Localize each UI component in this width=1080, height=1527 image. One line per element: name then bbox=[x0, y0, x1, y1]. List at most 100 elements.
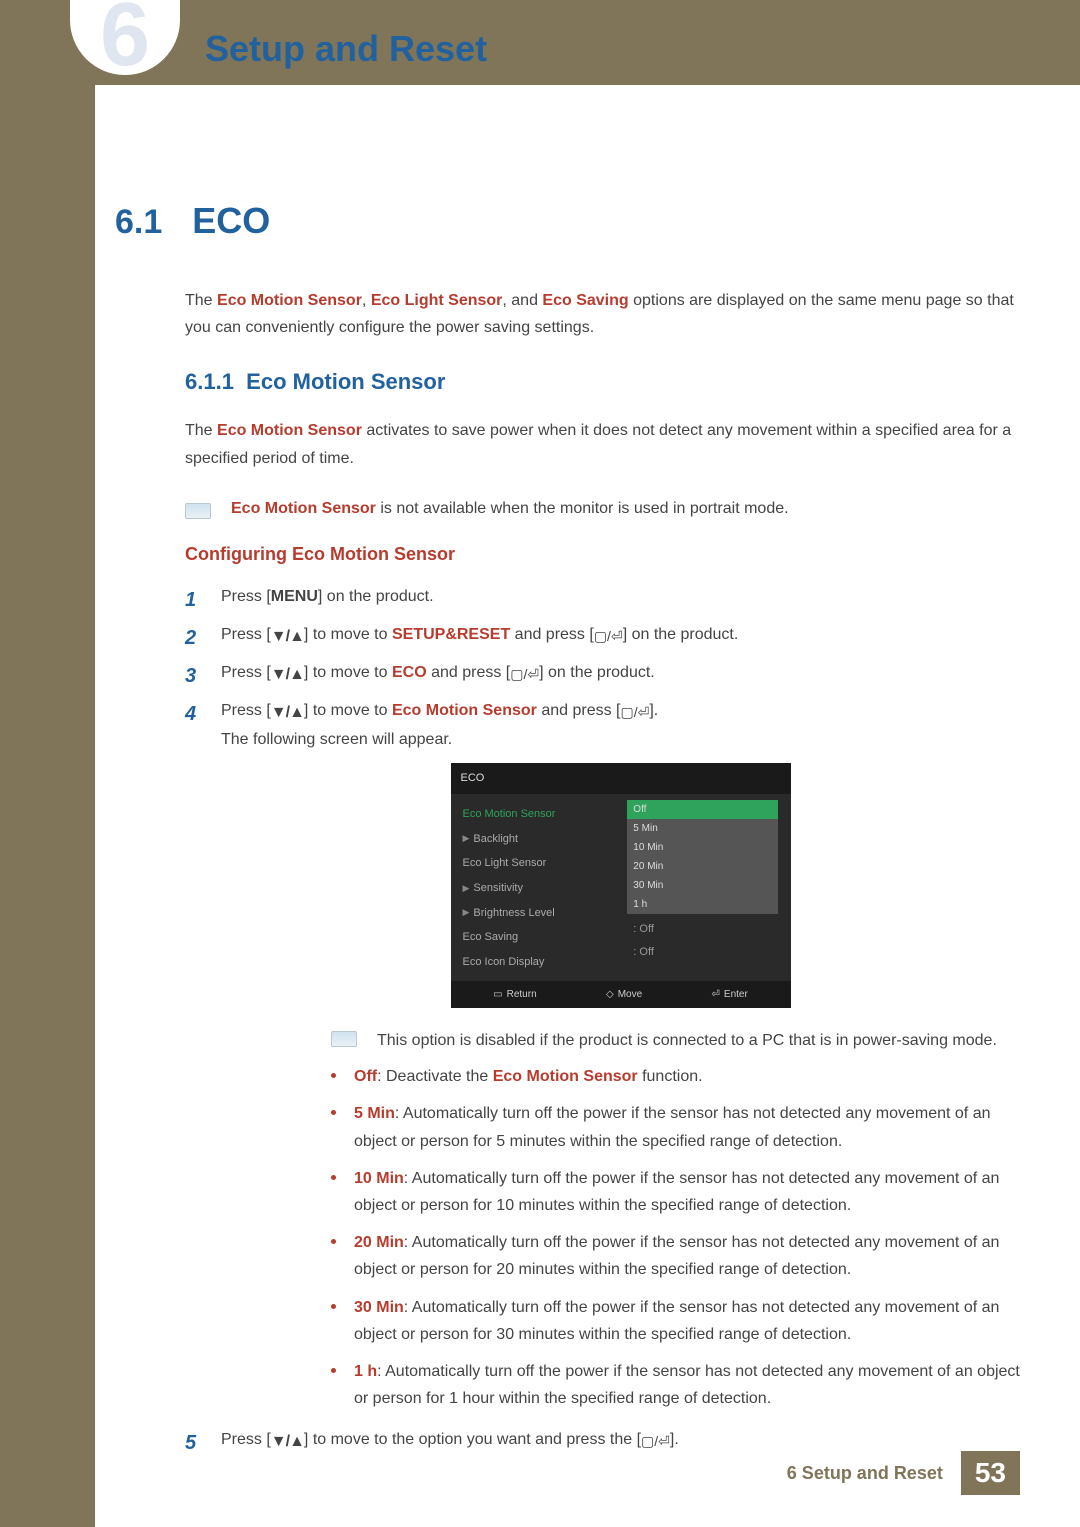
bullet-off: Off: Deactivate the Eco Motion Sensor fu… bbox=[331, 1063, 1020, 1090]
osd-item-backlight: ▶Backlight bbox=[463, 827, 628, 852]
note-icon bbox=[185, 503, 211, 519]
osd-return: ▭ Return bbox=[493, 986, 536, 1003]
section-number: 6.1 bbox=[115, 203, 162, 242]
updown-icon: ▼/▲ bbox=[271, 1428, 304, 1455]
step-4-post: The following screen will appear. bbox=[221, 726, 1020, 753]
osd-item-sensitivity: ▶Sensitivity bbox=[463, 876, 628, 901]
content: 6.1 ECO The Eco Motion Sensor, Eco Light… bbox=[115, 200, 1020, 1464]
triangle-right-icon: ▶ bbox=[463, 831, 470, 846]
section-intro: The Eco Motion Sensor, Eco Light Sensor,… bbox=[185, 287, 1020, 341]
osd-icon-val: : Off bbox=[627, 941, 778, 964]
note-text: Eco Motion Sensor is not available when … bbox=[231, 500, 789, 518]
footer-page-number: 53 bbox=[961, 1451, 1020, 1495]
step-body: Press [▼/▲] to move to SETUP&RESET and p… bbox=[221, 621, 1020, 650]
osd-opt-30min: 30 Min bbox=[627, 876, 778, 895]
bullet-icon bbox=[331, 1239, 336, 1244]
osd-item-selected: Eco Motion Sensor bbox=[463, 802, 628, 827]
section-title: ECO bbox=[192, 200, 270, 242]
step-body: Press [MENU] on the product. bbox=[221, 583, 1020, 610]
subsection-title: Eco Motion Sensor bbox=[246, 369, 445, 394]
term-eco-motion: Eco Motion Sensor bbox=[217, 292, 362, 309]
bullet-icon bbox=[331, 1368, 336, 1373]
term-eco-motion-2: Eco Motion Sensor bbox=[217, 422, 362, 439]
footer-chapter: 6 Setup and Reset bbox=[787, 1463, 961, 1484]
bullet-5min: 5 Min: Automatically turn off the power … bbox=[331, 1100, 1020, 1154]
osd-footer: ▭ Return ◇ Move ⏎ Enter bbox=[451, 981, 791, 1008]
page: 6 Setup and Reset 6.1 ECO The Eco Motion… bbox=[0, 0, 1080, 1527]
osd-item-icon: Eco Icon Display bbox=[463, 950, 628, 975]
enter-icon: ▢/⏎ bbox=[594, 625, 623, 649]
bullet-20min: 20 Min: Automatically turn off the power… bbox=[331, 1229, 1020, 1283]
osd-move: ◇ Move bbox=[606, 986, 642, 1003]
enter-icon: ▢/⏎ bbox=[510, 663, 539, 687]
chapter-number: 6 bbox=[100, 8, 150, 62]
bullet-text: 20 Min: Automatically turn off the power… bbox=[354, 1229, 1020, 1283]
bullet-icon bbox=[331, 1304, 336, 1309]
bullet-10min: 10 Min: Automatically turn off the power… bbox=[331, 1165, 1020, 1219]
step-number: 4 bbox=[185, 697, 205, 731]
step-4: 4 Press [▼/▲] to move to Eco Motion Sens… bbox=[185, 697, 1020, 1423]
bullet-1h: 1 h: Automatically turn off the power if… bbox=[331, 1358, 1020, 1412]
section-heading: 6.1 ECO bbox=[115, 200, 1020, 242]
step-body: Press [▼/▲] to move to Eco Motion Sensor… bbox=[221, 697, 1020, 1423]
osd-item-saving: Eco Saving bbox=[463, 925, 628, 950]
term-eco-light: Eco Light Sensor bbox=[371, 292, 503, 309]
osd-values: Off 5 Min 10 Min 20 Min 30 Min 1 h : Off… bbox=[627, 800, 790, 977]
osd-opt-20min: 20 Min bbox=[627, 857, 778, 876]
bullet-text: 1 h: Automatically turn off the power if… bbox=[354, 1358, 1020, 1412]
step-number: 1 bbox=[185, 583, 205, 617]
enter-icon: ▢/⏎ bbox=[620, 701, 649, 725]
osd-item-brightness: ▶Brightness Level bbox=[463, 901, 628, 926]
note-portrait: Eco Motion Sensor is not available when … bbox=[185, 500, 1020, 519]
bullet-30min: 30 Min: Automatically turn off the power… bbox=[331, 1294, 1020, 1348]
subsection-heading: 6.1.1 Eco Motion Sensor bbox=[185, 369, 1020, 395]
page-footer: 6 Setup and Reset 53 bbox=[787, 1451, 1020, 1495]
bullet-icon bbox=[331, 1073, 336, 1078]
step-list: 1 Press [MENU] on the product. 2 Press [… bbox=[185, 583, 1020, 1461]
step-1: 1 Press [MENU] on the product. bbox=[185, 583, 1020, 617]
bullet-icon bbox=[331, 1110, 336, 1115]
term-eco-saving: Eco Saving bbox=[542, 292, 628, 309]
sidebar-stripe bbox=[0, 0, 95, 1527]
note-pc-powersave: This option is disabled if the product i… bbox=[331, 1028, 1020, 1054]
option-list: Off: Deactivate the Eco Motion Sensor fu… bbox=[331, 1063, 1020, 1412]
osd-menu-list: Eco Motion Sensor ▶Backlight Eco Light S… bbox=[451, 800, 628, 977]
chapter-title: Setup and Reset bbox=[205, 28, 487, 70]
osd-opt-10min: 10 Min bbox=[627, 838, 778, 857]
updown-icon: ▼/▲ bbox=[271, 661, 304, 688]
menu-key: MENU bbox=[271, 588, 318, 605]
step-body: Press [▼/▲] to move to ECO and press [▢/… bbox=[221, 659, 1020, 688]
subsection-number: 6.1.1 bbox=[185, 369, 234, 394]
updown-icon: ▼/▲ bbox=[271, 699, 304, 726]
step-3: 3 Press [▼/▲] to move to ECO and press [… bbox=[185, 659, 1020, 693]
osd-opt-5min: 5 Min bbox=[627, 819, 778, 838]
osd-title: ECO bbox=[451, 763, 791, 794]
step-number: 5 bbox=[185, 1426, 205, 1460]
config-heading: Configuring Eco Motion Sensor bbox=[185, 544, 1020, 565]
step-number: 2 bbox=[185, 621, 205, 655]
updown-icon: ▼/▲ bbox=[271, 623, 304, 650]
bullet-icon bbox=[331, 1175, 336, 1180]
target-setup: SETUP&RESET bbox=[392, 626, 510, 643]
triangle-right-icon: ▶ bbox=[463, 905, 470, 920]
bullet-text: 30 Min: Automatically turn off the power… bbox=[354, 1294, 1020, 1348]
subsection-desc: The Eco Motion Sensor activates to save … bbox=[185, 417, 1020, 471]
target-eco-motion: Eco Motion Sensor bbox=[392, 702, 537, 719]
step-2: 2 Press [▼/▲] to move to SETUP&RESET and… bbox=[185, 621, 1020, 655]
target-eco: ECO bbox=[392, 664, 427, 681]
enter-icon: ▢/⏎ bbox=[641, 1430, 670, 1454]
note-icon bbox=[331, 1031, 357, 1047]
bullet-text: Off: Deactivate the Eco Motion Sensor fu… bbox=[354, 1063, 703, 1090]
osd-opt-1h: 1 h bbox=[627, 895, 778, 914]
osd-opt-off: Off bbox=[627, 800, 778, 819]
step-number: 3 bbox=[185, 659, 205, 693]
note-text: This option is disabled if the product i… bbox=[377, 1028, 997, 1054]
triangle-right-icon: ▶ bbox=[463, 881, 470, 896]
osd-enter: ⏎ Enter bbox=[712, 986, 748, 1003]
osd-saving-val: : Off bbox=[627, 918, 778, 941]
osd-body: Eco Motion Sensor ▶Backlight Eco Light S… bbox=[451, 794, 791, 981]
bullet-text: 10 Min: Automatically turn off the power… bbox=[354, 1165, 1020, 1219]
bullet-text: 5 Min: Automatically turn off the power … bbox=[354, 1100, 1020, 1154]
osd-screenshot: ECO Eco Motion Sensor ▶Backlight Eco Lig… bbox=[451, 763, 791, 1008]
osd-item-light: Eco Light Sensor bbox=[463, 851, 628, 876]
